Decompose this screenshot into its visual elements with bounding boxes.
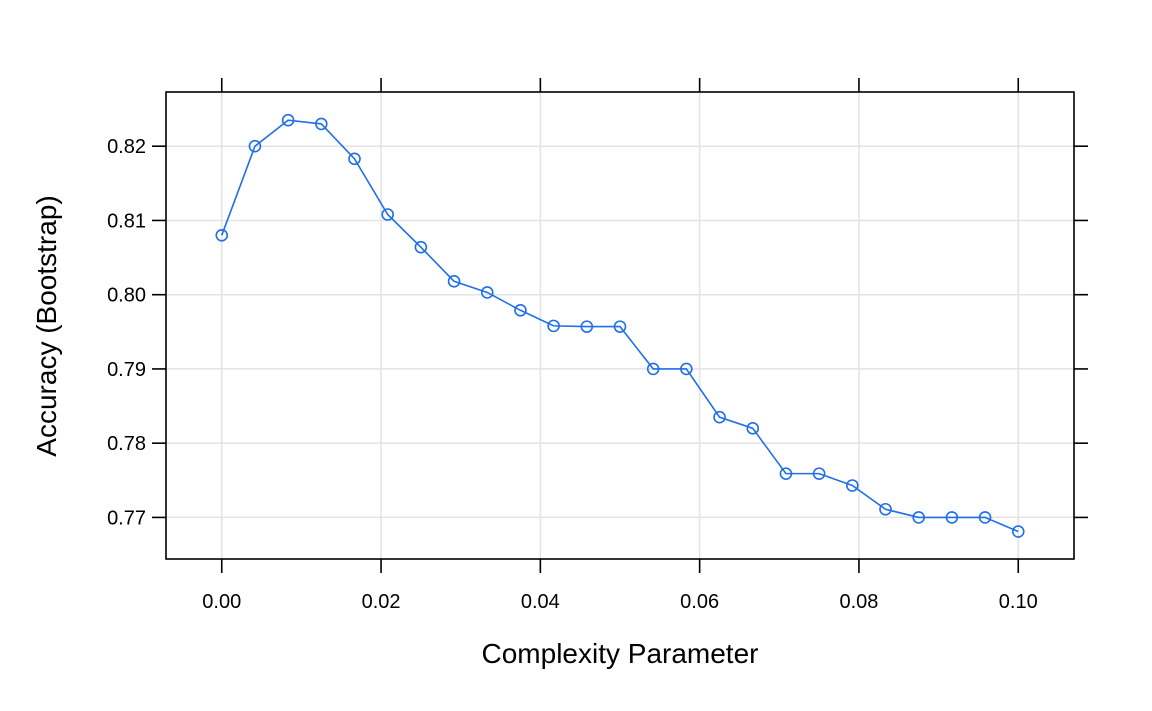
data-point (613, 320, 627, 333)
data-point (381, 208, 394, 221)
series-line (221, 119, 1019, 533)
data-point (779, 467, 793, 480)
data-point (514, 303, 527, 317)
data-point (315, 117, 328, 131)
y-tick-label: 0.81 (107, 210, 146, 232)
data-point (812, 467, 826, 480)
gridlines (166, 92, 1074, 559)
y-tick-label: 0.78 (107, 433, 146, 455)
x-tick-label: 0.04 (521, 591, 560, 613)
data-point (248, 139, 262, 153)
data-point (547, 319, 560, 333)
data-point (1011, 525, 1025, 538)
data-point (978, 511, 992, 524)
plot-frame (165, 91, 1075, 560)
x-tick-label: 0.06 (680, 591, 719, 613)
x-tick-label: 0.00 (202, 591, 241, 613)
y-axis-title: Accuracy (Bootstrap) (31, 195, 62, 456)
data-point (746, 422, 760, 435)
y-tick-label: 0.79 (107, 359, 146, 381)
data-point (281, 113, 295, 127)
data-point (447, 275, 461, 288)
y-tick-label: 0.77 (107, 507, 146, 529)
data-point (945, 511, 959, 524)
data-point (879, 502, 892, 516)
data-point (680, 362, 693, 376)
data-point (646, 362, 660, 376)
data-point (713, 410, 726, 424)
data-point (580, 320, 594, 333)
data-point (846, 479, 859, 492)
data-point (348, 152, 361, 166)
x-tick-label: 0.10 (999, 591, 1038, 613)
data-point (480, 286, 494, 299)
y-tick-label: 0.80 (107, 285, 146, 307)
axis-ticks: 0.00 0.02 0.04 0.06 0.08 0.10 0.77 0.78 0.79 0.80… (107, 78, 1088, 613)
x-axis-title: Complexity Parameter (482, 638, 759, 669)
data-series (215, 113, 1025, 538)
data-point (414, 240, 428, 254)
data-point (912, 511, 925, 524)
data-point (215, 228, 229, 242)
x-tick-label: 0.08 (839, 591, 878, 613)
x-tick-label: 0.02 (362, 591, 401, 613)
y-tick-label: 0.82 (107, 136, 146, 158)
